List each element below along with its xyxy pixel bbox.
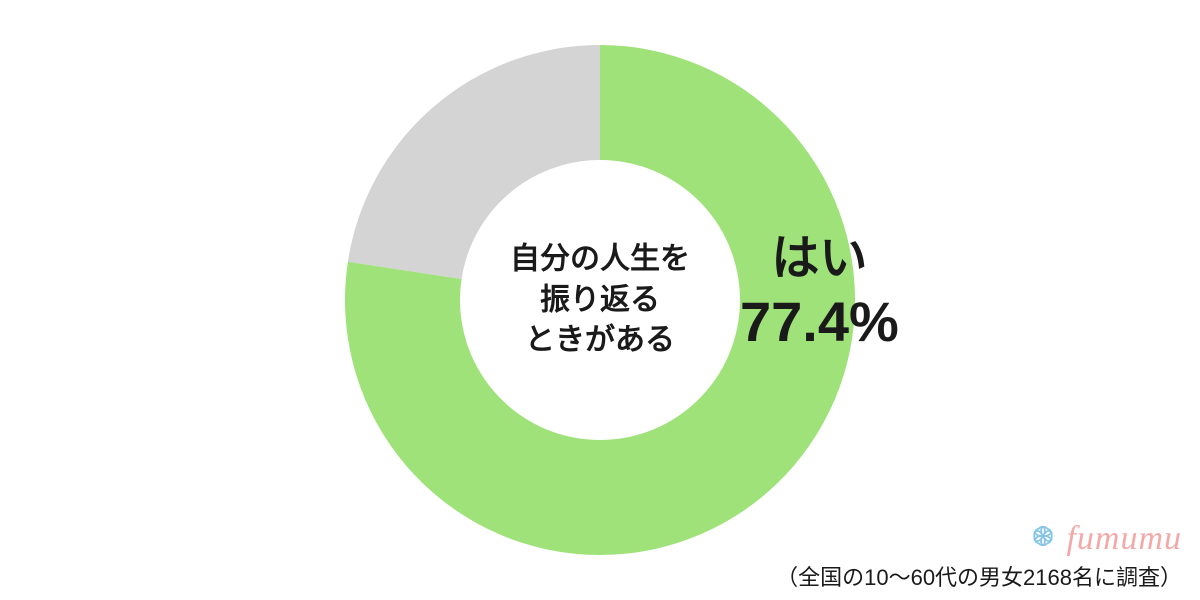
flower-icon <box>1026 519 1060 558</box>
chart-value-label: はい 77.4% <box>740 230 899 355</box>
answer-text: はい <box>740 230 899 288</box>
chart-center-question: 自分の人生を振り返るときがある <box>510 239 690 361</box>
brand-name: fumumu <box>1066 520 1182 558</box>
percent-text: 77.4% <box>740 288 899 355</box>
footer: fumumu （全国の10〜60代の男女2168名に調査） <box>776 519 1182 592</box>
brand: fumumu <box>1026 519 1182 558</box>
survey-caption: （全国の10〜60代の男女2168名に調査） <box>776 560 1182 592</box>
